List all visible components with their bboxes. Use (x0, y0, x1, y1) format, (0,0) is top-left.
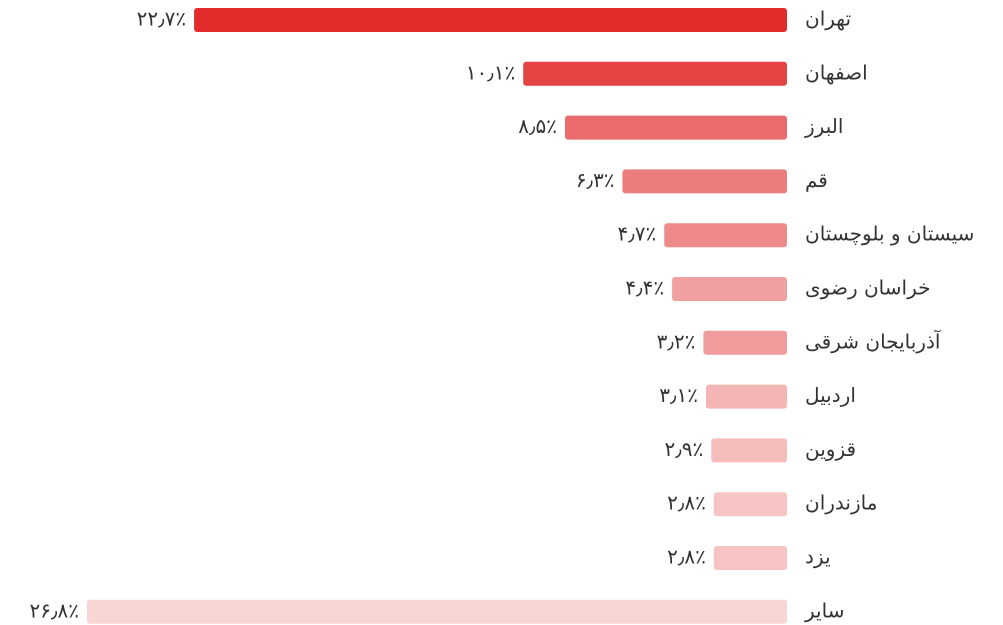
value-label: ۲٫۸٪ (667, 491, 706, 515)
value-label: ۲٫۹٪ (665, 437, 704, 461)
category-label: اصفهان (805, 60, 868, 84)
category-label: یزد (805, 545, 831, 569)
value-label: ۲۶٫۸٪ (30, 598, 79, 622)
bar (703, 330, 787, 355)
value-label: ۴٫۴٪ (625, 276, 664, 300)
value-label: ۲۲٫۷٪ (137, 7, 186, 31)
category-label: قزوین (805, 437, 856, 461)
category-label: اردبیل (805, 383, 856, 407)
bar (194, 8, 788, 32)
category-label: تهران (805, 7, 851, 31)
value-label: ۴٫۷٪ (618, 222, 657, 246)
bar (564, 115, 787, 140)
bar (711, 438, 787, 463)
bar (622, 169, 787, 194)
bar (713, 546, 787, 570)
value-label: ۱۰٫۱٪ (466, 60, 515, 84)
bar (664, 223, 787, 248)
value-label: ۲٫۸٪ (667, 545, 706, 569)
bar (87, 599, 787, 624)
category-label: خراسان رضوی (805, 276, 930, 300)
value-label: ۸٫۵٪ (518, 114, 557, 138)
category-label: البرز (804, 114, 843, 138)
bar (672, 277, 787, 301)
value-label: ۳٫۲٪ (657, 329, 696, 353)
category-label: قم (805, 168, 828, 192)
bar (523, 61, 787, 86)
value-label: ۶٫۳٪ (576, 168, 615, 192)
bar (706, 384, 787, 409)
category-label: مازندران (805, 491, 877, 515)
category-label: سیستان و بلوچستان (805, 222, 974, 246)
value-label: ۳٫۱٪ (659, 383, 698, 407)
category-label: آذربایجان شرقی (805, 328, 942, 353)
bar (713, 492, 787, 517)
category-label: سایر (804, 598, 844, 622)
